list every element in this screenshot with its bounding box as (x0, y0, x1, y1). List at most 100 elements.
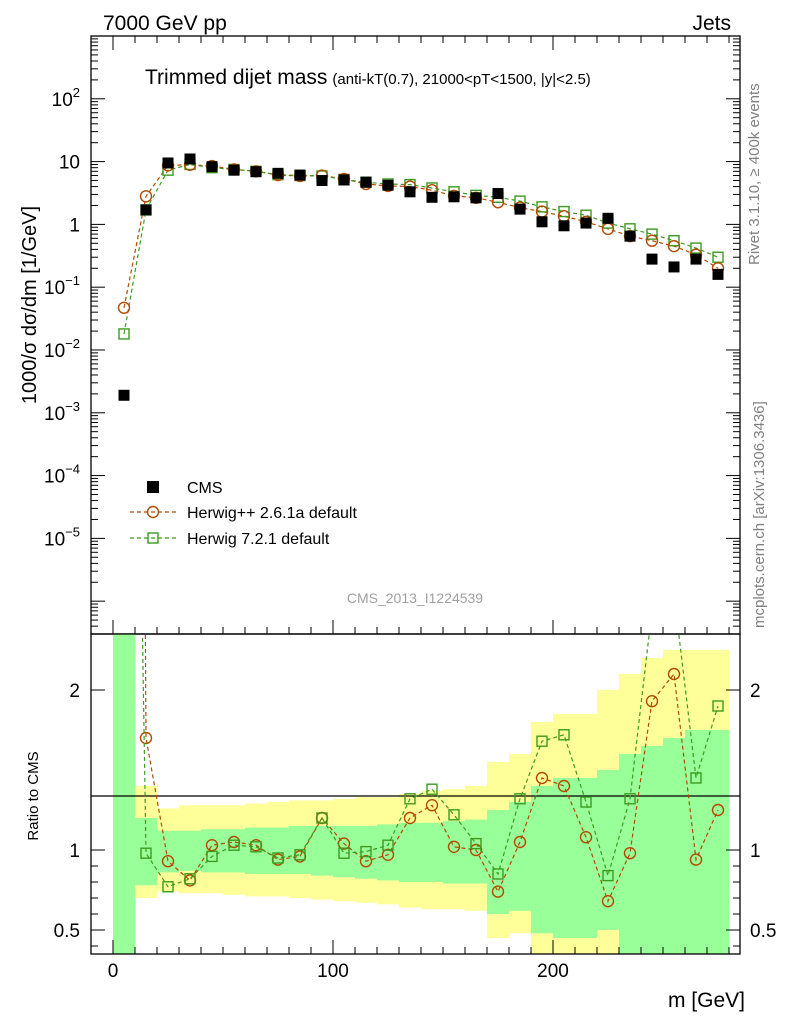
herwig7-ratio-point (140, 847, 152, 859)
x-tick-label: 0 (108, 961, 119, 982)
herwig7-point (690, 242, 702, 254)
legend-herwig7-marker (147, 532, 159, 544)
ratio-band-inner (333, 826, 356, 878)
main-y-tick-label: 10−2 (44, 336, 80, 362)
herwig7-ratio-point (228, 839, 240, 851)
ratio-band-inner (267, 827, 290, 874)
ratio-band-inner (553, 778, 576, 938)
main-y-axis-label: 1000/σ dσ/dm [1/GeV] (19, 206, 41, 404)
herwig7-ratio-point (669, 589, 679, 599)
analysis-id-label: CMS_2013_I1224539 (347, 590, 483, 606)
herwig7-ratio-point (492, 868, 504, 880)
ratio-band-inner (311, 826, 334, 876)
ratio-band-inner (641, 746, 664, 954)
herwigpp-ratio-line (144, 634, 719, 903)
x-tick-label: 100 (317, 961, 349, 982)
herwig7-point (712, 251, 724, 263)
legend-herwigpp-marker (146, 505, 160, 519)
herwigpp-ratio-point (711, 803, 725, 817)
herwigpp-ratio-point (579, 831, 593, 844)
cms-point (118, 389, 130, 401)
herwigpp-ratio-point (535, 771, 549, 785)
rivet-version-label: Rivet 3.1.10, ≥ 400k events (746, 83, 763, 265)
cms-point (404, 186, 416, 198)
herwigpp-ratio-point (645, 695, 659, 708)
cms-point (316, 174, 328, 186)
ratio-y-axis-label: Ratio to CMS (25, 751, 42, 840)
herwig7-ratio-point (162, 881, 174, 893)
herwigpp-ratio-point (205, 839, 219, 852)
herwig7-point (668, 234, 680, 247)
ratio-band-inner (377, 824, 400, 881)
ratio-band-inner (487, 810, 510, 914)
main-y-tick-label: 10−5 (44, 524, 80, 550)
cms-point (690, 253, 702, 265)
main-y-tick-label: 10−4 (44, 462, 80, 488)
ratio-band-inner (531, 786, 554, 934)
herwig7-ratio-point (294, 849, 306, 861)
cms-point (184, 153, 196, 165)
herwigpp-ratio-point (513, 835, 527, 849)
herwig7-point (646, 228, 658, 240)
cms-point (426, 191, 438, 203)
ratio-band-inner (597, 770, 620, 930)
herwig7-point (536, 201, 548, 213)
cms-point (162, 157, 174, 169)
herwig7-ratio-point (470, 837, 482, 850)
ratio-band-inner (399, 822, 422, 882)
herwig7-ratio-point (382, 839, 394, 851)
cms-point (382, 179, 394, 191)
legend-herwig7-label: Herwig 7.2.1 default (187, 531, 330, 548)
herwig7-ratio-point (580, 796, 592, 808)
herwigpp-ratio-point (161, 855, 175, 868)
cms-point (448, 191, 460, 203)
legend-cms-label: CMS (187, 480, 223, 497)
cms-point (624, 230, 636, 242)
herwig7-ratio-point (360, 845, 372, 858)
ratio-band-inner (663, 738, 686, 954)
legend: CMS Herwig++ 2.6.1a default Herwig 7.2.1… (130, 480, 357, 548)
ratio-band-inner (619, 754, 642, 954)
herwig7-ratio-point (404, 793, 416, 805)
main-title-detail: (anti-kT(0.7), 21000<pT<1500, |y|<2.5) (332, 71, 590, 88)
header-left-label: 7000 GeV pp (103, 12, 227, 35)
herwigpp-ratio-point (623, 847, 637, 860)
main-panel: 102 10 1 10−1 10−2 10−3 10−4 10−5 Trimmed dijet… (19, 35, 741, 635)
herwig7-ratio-point (316, 812, 328, 824)
main-y-tick-label: 1 (69, 215, 80, 236)
herwigpp-ratio-point (403, 811, 417, 825)
ratio-y-tick-label-right: 0.5 (750, 921, 776, 942)
legend-herwigpp-label: Herwig++ 2.6.1a default (187, 505, 357, 522)
cms-point (602, 212, 614, 224)
legend-cms-marker (147, 481, 159, 493)
x-tick-label: 200 (537, 961, 569, 982)
main-y-tick-label: 10−3 (44, 399, 80, 425)
cms-point (206, 161, 218, 173)
cms-point (558, 220, 570, 232)
mcplots-reference-label: mcplots.cern.ch [arXiv:1306.3436] (751, 401, 768, 628)
herwigpp-point (645, 234, 659, 247)
herwig7-ratio-point (624, 793, 636, 805)
main-title-text: Trimmed dijet mass (145, 66, 327, 89)
herwig7-ratio-point (206, 850, 218, 863)
cms-point (250, 166, 262, 178)
herwigpp-ratio-point (689, 853, 703, 866)
cms-point (646, 253, 658, 265)
cms-point (228, 164, 240, 176)
ratio-band-inner (179, 830, 202, 871)
herwigpp-ratio-point (447, 840, 461, 853)
herwig7-line (123, 163, 719, 335)
cms-point (668, 261, 680, 273)
header-right-label: Jets (692, 12, 731, 35)
main-y-tick-label: 10−1 (44, 273, 80, 299)
herwigpp-ratio-point (425, 799, 439, 812)
herwigpp-ratio-point (557, 779, 571, 793)
ratio-band-inner (575, 778, 598, 938)
herwig7-ratio-point (647, 605, 657, 615)
herwig7-ratio-point (338, 847, 350, 859)
main-y-tick-label: 102 (52, 85, 80, 111)
herwigpp-point (117, 301, 131, 314)
ratio-band-inner (509, 802, 532, 911)
cms-point (514, 203, 526, 215)
